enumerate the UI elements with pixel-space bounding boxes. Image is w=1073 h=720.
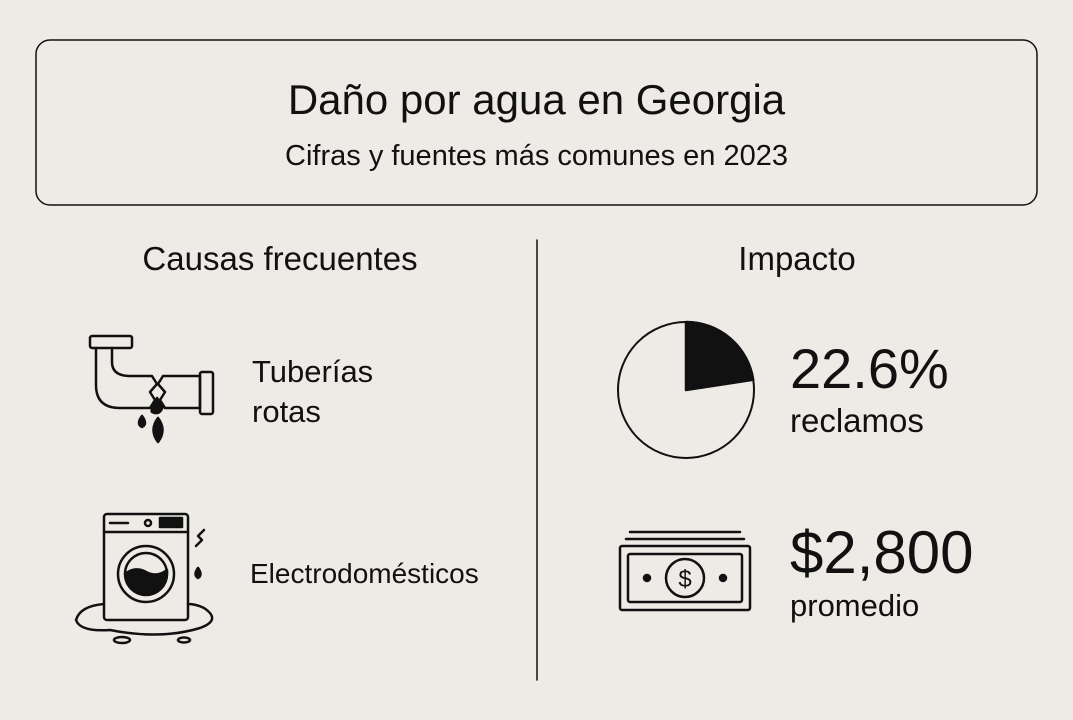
title: Daño por agua en Georgia bbox=[287, 76, 786, 123]
cause-label: Electrodomésticos bbox=[250, 558, 479, 589]
subtitle: Cifras y fuentes más comunes en 2023 bbox=[285, 140, 788, 172]
cause-label: Tuberías rotas bbox=[252, 354, 374, 429]
section-heading: Impacto bbox=[738, 240, 856, 277]
svg-text:$: $ bbox=[678, 566, 691, 593]
pipe-icon bbox=[88, 334, 215, 444]
money-icon: $ bbox=[618, 530, 752, 612]
section-heading: Causas frecuentes bbox=[142, 240, 418, 277]
header-box bbox=[35, 39, 1038, 206]
stat-caption: promedio bbox=[790, 588, 920, 623]
stat-value: $2,800 bbox=[790, 519, 974, 586]
stat-value: 22.6% bbox=[790, 337, 949, 400]
stat-caption: reclamos bbox=[790, 402, 924, 439]
washer-icon bbox=[74, 512, 214, 645]
pie-slice bbox=[684, 320, 755, 392]
